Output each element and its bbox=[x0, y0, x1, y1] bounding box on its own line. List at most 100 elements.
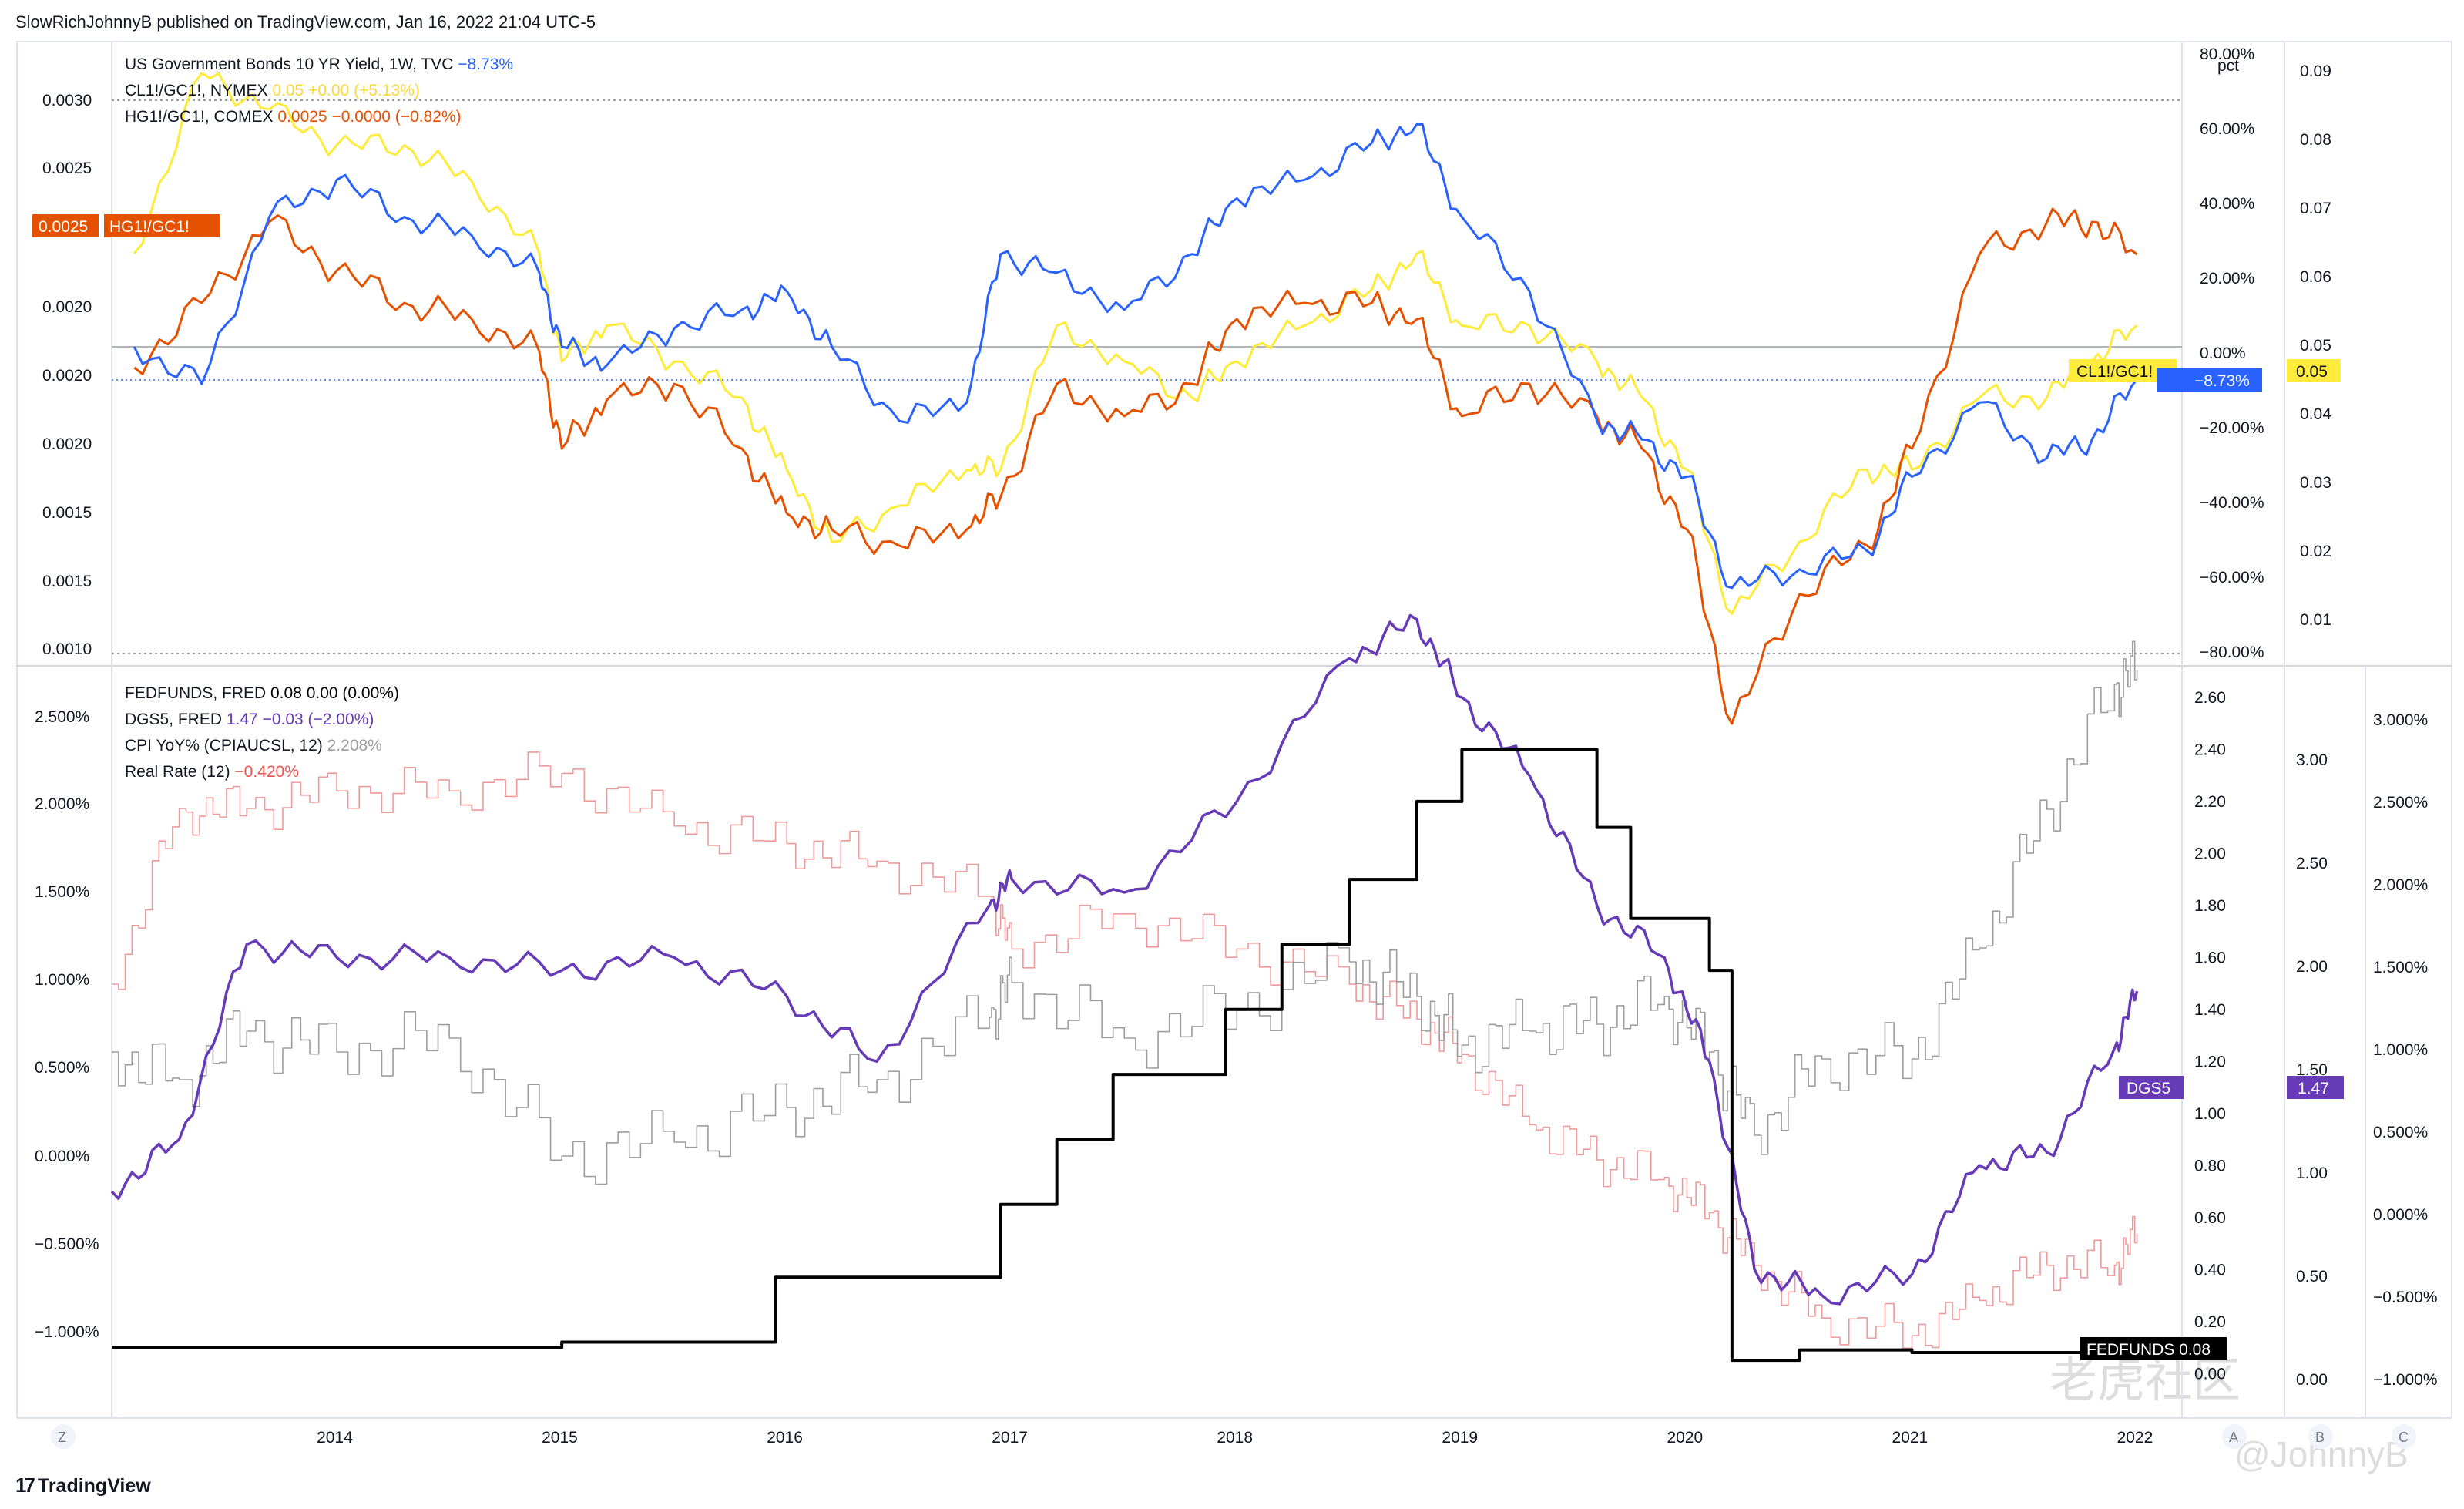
cl-name-label: CL1!/GC1! bbox=[2076, 363, 2153, 381]
scale-z-label: Z bbox=[58, 1430, 66, 1445]
pane2-mid-tick-label: 1.60 bbox=[2194, 949, 2226, 967]
pane1-left-tick-label: 0.0020 bbox=[42, 298, 92, 316]
pane1-right-tick-label: 0.01 bbox=[2300, 611, 2331, 629]
x-axis-tick-label: 2016 bbox=[767, 1429, 803, 1447]
pane2-left-tick-label: 2.000% bbox=[35, 795, 89, 813]
pane2-mid-tick-label: 2.60 bbox=[2194, 689, 2226, 707]
scale-b-button bbox=[2308, 1424, 2333, 1449]
pane2-mid-tick-label: 1.80 bbox=[2194, 897, 2226, 915]
pane1-right-tick-label: 0.08 bbox=[2300, 131, 2331, 149]
pane2-right-b-tick-label: 1.50 bbox=[2296, 1061, 2328, 1079]
pane1-pct-tick-label: −60.00% bbox=[2200, 569, 2264, 586]
x-axis-tick-label: 2020 bbox=[1667, 1429, 1703, 1447]
hg-gc-ratio-line bbox=[133, 207, 2138, 725]
us10y-yield-line bbox=[133, 123, 2138, 590]
publish-header: SlowRichJohnnyB published on TradingView… bbox=[15, 12, 596, 32]
scale-c-label: C bbox=[2399, 1430, 2409, 1445]
pane1-left-tick-label: 0.0015 bbox=[42, 573, 92, 590]
pane1-right-tick-label: 0.05 bbox=[2300, 337, 2331, 355]
pane2-mid-tick-label: 0.80 bbox=[2194, 1158, 2226, 1175]
pane2-mid-tick-label: 0.00 bbox=[2194, 1366, 2226, 1383]
pane2-right-c-tick-label: 0.000% bbox=[2373, 1206, 2428, 1224]
pane1-pct-tick-label: 40.00% bbox=[2200, 195, 2254, 213]
dgs5-line bbox=[110, 613, 2139, 1306]
tiger-community-watermark: 老虎社区 bbox=[2049, 1354, 2241, 1407]
pane1-right-tick-label: 0.03 bbox=[2300, 474, 2331, 492]
pane2-mid-tick-label: 0.20 bbox=[2194, 1313, 2226, 1331]
hg-price-tag bbox=[32, 214, 99, 237]
pane2-left-tick-label: 1.500% bbox=[35, 883, 89, 901]
cl-gc-ratio-line bbox=[133, 72, 2138, 615]
scale-a-label: A bbox=[2229, 1430, 2238, 1445]
pane2-right-b-tick-label: 2.00 bbox=[2296, 958, 2328, 976]
pane2-left-tick-label: −0.500% bbox=[35, 1235, 99, 1253]
pane2-left-tick-label: 0.500% bbox=[35, 1059, 89, 1077]
pane1-left-tick-label: 0.0025 bbox=[42, 160, 92, 177]
pane2-mid-tick-label: 1.20 bbox=[2194, 1054, 2226, 1071]
pane2-right-c-tick-label: 1.000% bbox=[2373, 1041, 2428, 1059]
cl-price-tag bbox=[2287, 359, 2341, 382]
pane2-right-c-tick-label: 2.000% bbox=[2373, 876, 2428, 894]
pane2-legend-label: DGS5, FRED 1.47 −0.03 (−2.00%) bbox=[125, 711, 374, 728]
fedfunds-line bbox=[112, 748, 2137, 1363]
pane1-left-tick-label: 0.0010 bbox=[42, 640, 92, 658]
pane1-pct-tick-label: 20.00% bbox=[2200, 270, 2254, 287]
pane1-left-tick-label: 0.0030 bbox=[42, 92, 92, 109]
pane2-mid-tick-label: 2.20 bbox=[2194, 793, 2226, 811]
pane2-right-c-tick-label: 1.500% bbox=[2373, 959, 2428, 976]
pane1-pct-tick-label: 60.00% bbox=[2200, 120, 2254, 138]
cl-price-value: 0.05 bbox=[2296, 363, 2328, 381]
pane2-right-c-tick-label: 3.000% bbox=[2373, 711, 2428, 729]
pane1-legend-value: −8.73% bbox=[458, 55, 513, 73]
hg-price-value: 0.0025 bbox=[39, 218, 88, 236]
tradingview-logo-text: TradingView bbox=[37, 1475, 151, 1497]
tradingview-logo[interactable]: 17 TradingView bbox=[15, 1474, 151, 1497]
dgs5-name-label: DGS5 bbox=[2127, 1080, 2170, 1097]
pane1-legend-label: HG1!/GC1!, COMEX 0.0025 −0.0000 (−0.82%) bbox=[125, 108, 462, 126]
x-axis-tick-label: 2019 bbox=[1442, 1429, 1478, 1447]
pane1-pct-tick-label: −20.00% bbox=[2200, 419, 2264, 437]
pane2-mid-tick-label: 0.60 bbox=[2194, 1209, 2226, 1227]
x-axis-tick-label: 2018 bbox=[1217, 1429, 1253, 1447]
us10-price-tag bbox=[2157, 368, 2262, 392]
fedfunds-tag bbox=[2080, 1337, 2227, 1360]
pane1-pct-tick-label: 80.00% bbox=[2200, 45, 2254, 63]
scale-a-button bbox=[2222, 1424, 2247, 1449]
hg-name-label: HG1!/GC1! bbox=[109, 218, 190, 236]
pane2-left-tick-label: 2.500% bbox=[35, 708, 89, 726]
scale-c-button bbox=[2392, 1424, 2416, 1449]
pane2-right-b-tick-label: 1.00 bbox=[2296, 1165, 2328, 1182]
dgs5-price-value: 1.47 bbox=[2298, 1080, 2329, 1097]
tradingview-logo-icon: 17 bbox=[15, 1474, 35, 1497]
pane1-legend-label: US Government Bonds 10 YR Yield, 1W, TVC… bbox=[125, 55, 513, 73]
pane2-left-tick-label: 0.000% bbox=[35, 1148, 89, 1165]
x-axis-tick-label: 2021 bbox=[1892, 1429, 1929, 1447]
x-axis-tick-label: 2014 bbox=[317, 1429, 353, 1447]
real-rate-line bbox=[112, 751, 2138, 1349]
scale-z-button bbox=[51, 1424, 76, 1449]
pane2-mid-tick-label: 2.00 bbox=[2194, 845, 2226, 863]
pane2-right-c-tick-label: −0.500% bbox=[2373, 1289, 2438, 1306]
pane1-legend-value: 0.0025 −0.0000 (−0.82%) bbox=[277, 108, 461, 126]
pane2-right-b-tick-label: 3.00 bbox=[2296, 751, 2328, 769]
pane2-left-tick-label: −1.000% bbox=[35, 1323, 99, 1341]
x-axis-tick-label: 2022 bbox=[2117, 1429, 2153, 1447]
pane2-legend-value: 2.208% bbox=[327, 737, 382, 754]
pane1-right-tick-label: 0.09 bbox=[2300, 62, 2331, 80]
pane1-pct-unit-label: pct bbox=[2217, 57, 2239, 75]
pane2-mid-tick-label: 1.40 bbox=[2194, 1001, 2226, 1019]
pane1-left-tick-label: 0.0020 bbox=[42, 435, 92, 453]
pane1-left-tick-label: 0.0015 bbox=[42, 504, 92, 522]
pane1-pct-tick-label: −40.00% bbox=[2200, 494, 2264, 512]
cpi-yoy-line bbox=[112, 640, 2138, 1185]
pane2-legend-value: 1.47 −0.03 (−2.00%) bbox=[227, 711, 374, 728]
pane2-right-b-tick-label: 0.00 bbox=[2296, 1371, 2328, 1389]
pane1-pct-tick-label: 0.00% bbox=[2200, 344, 2246, 362]
pane2-legend-label: Real Rate (12) −0.420% bbox=[125, 763, 299, 781]
dgs5-price-tag bbox=[2287, 1076, 2344, 1099]
pane1-pct-tick-label: −80.00% bbox=[2200, 644, 2264, 661]
pane2-left-tick-label: 1.000% bbox=[35, 971, 89, 989]
pane2-mid-tick-label: 1.00 bbox=[2194, 1105, 2226, 1123]
pane1-right-tick-label: 0.02 bbox=[2300, 543, 2331, 560]
